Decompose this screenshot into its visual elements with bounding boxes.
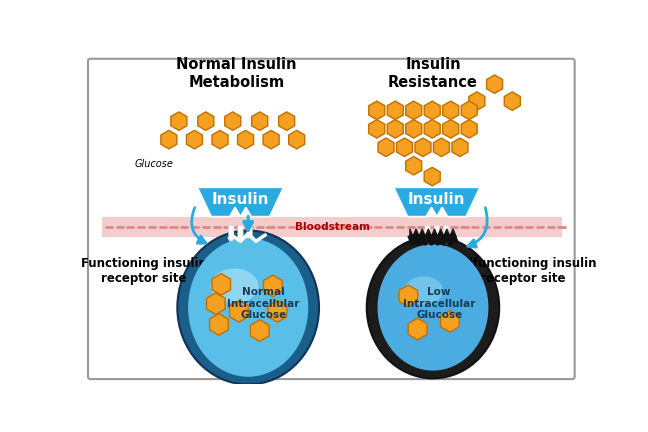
Ellipse shape	[404, 276, 443, 305]
Text: Insulin: Insulin	[408, 192, 465, 207]
Polygon shape	[209, 314, 228, 335]
FancyArrow shape	[433, 226, 441, 245]
Polygon shape	[263, 130, 279, 149]
Text: Glucose: Glucose	[135, 159, 174, 169]
Polygon shape	[264, 275, 282, 297]
Polygon shape	[279, 112, 295, 130]
FancyArrow shape	[246, 226, 253, 245]
Polygon shape	[461, 101, 477, 120]
Text: Insulin: Insulin	[212, 192, 269, 207]
Polygon shape	[161, 130, 177, 149]
FancyArrow shape	[442, 226, 450, 245]
Text: Normal Insulin
Metabolism: Normal Insulin Metabolism	[176, 57, 297, 89]
Polygon shape	[406, 156, 422, 175]
Ellipse shape	[178, 231, 319, 384]
FancyArrow shape	[227, 226, 235, 245]
Polygon shape	[461, 120, 477, 138]
Polygon shape	[238, 130, 253, 149]
Polygon shape	[424, 101, 440, 120]
Polygon shape	[441, 311, 459, 332]
Text: Low
Intracellular
Glucose: Low Intracellular Glucose	[403, 287, 476, 320]
Text: Normal
Intracellular
Glucose: Normal Intracellular Glucose	[227, 287, 300, 320]
Bar	[102, 216, 562, 237]
Polygon shape	[487, 75, 503, 93]
Polygon shape	[443, 101, 459, 120]
Ellipse shape	[378, 245, 489, 371]
Polygon shape	[288, 130, 305, 149]
Polygon shape	[424, 120, 440, 138]
Polygon shape	[399, 285, 418, 307]
FancyBboxPatch shape	[88, 59, 575, 379]
Polygon shape	[469, 92, 485, 110]
Polygon shape	[251, 112, 268, 130]
Polygon shape	[369, 101, 385, 120]
Text: Insulin
Resistance: Insulin Resistance	[388, 57, 478, 89]
Polygon shape	[369, 120, 385, 138]
Polygon shape	[198, 112, 214, 130]
Polygon shape	[187, 130, 202, 149]
Ellipse shape	[188, 238, 308, 377]
Polygon shape	[504, 92, 520, 110]
Polygon shape	[388, 120, 403, 138]
FancyArrow shape	[424, 226, 432, 245]
Polygon shape	[225, 112, 241, 130]
Polygon shape	[394, 187, 480, 216]
Polygon shape	[212, 273, 231, 295]
Text: Malfunctioning insulin
receptor site: Malfunctioning insulin receptor site	[449, 257, 597, 285]
Polygon shape	[452, 138, 468, 156]
Polygon shape	[250, 320, 269, 341]
Polygon shape	[424, 167, 440, 186]
Polygon shape	[388, 101, 403, 120]
Ellipse shape	[367, 237, 499, 378]
FancyArrow shape	[237, 226, 244, 245]
Polygon shape	[378, 138, 394, 156]
Polygon shape	[406, 120, 422, 138]
Polygon shape	[408, 318, 427, 340]
Polygon shape	[406, 101, 422, 120]
Polygon shape	[171, 112, 187, 130]
Polygon shape	[268, 301, 287, 322]
Polygon shape	[229, 301, 248, 322]
Text: Bloodstream: Bloodstream	[295, 222, 369, 232]
Polygon shape	[212, 130, 228, 149]
Polygon shape	[410, 229, 456, 241]
Polygon shape	[443, 120, 459, 138]
Polygon shape	[397, 138, 413, 156]
Text: Functioning insulin
receptor site: Functioning insulin receptor site	[81, 257, 207, 285]
Polygon shape	[415, 138, 431, 156]
Ellipse shape	[211, 269, 259, 303]
Polygon shape	[207, 293, 225, 314]
Polygon shape	[198, 187, 284, 216]
Polygon shape	[434, 138, 450, 156]
